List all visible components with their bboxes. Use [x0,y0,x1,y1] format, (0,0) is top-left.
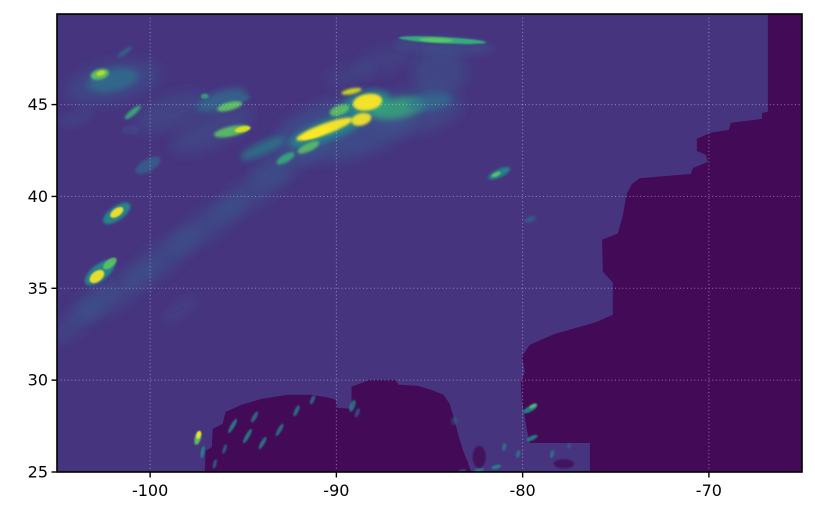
x-tick-label: -80 [510,481,536,500]
x-tick-label: -100 [132,481,168,500]
radar-echo [240,136,285,161]
radar-echo [121,124,140,135]
x-tick-label: -70 [696,481,722,500]
radar-echo [124,105,141,120]
radar-echo [309,395,316,405]
radar-echo [170,106,254,155]
radar-echo [117,46,133,58]
radar-echo [352,93,383,111]
radar-echo [103,257,117,270]
radar-echo [419,37,454,43]
radar-echo [341,87,362,95]
no-coverage-region-atlantic-offshore [520,14,802,472]
plot-area [57,14,802,472]
radar-echo [349,400,356,412]
radar-echo [258,436,267,450]
radar-echo [196,430,202,439]
radar-echo [301,126,332,140]
radar-echo [329,104,350,117]
radar-echo [238,94,251,102]
radar-echo [491,464,502,470]
radar-echo [234,125,251,133]
radar-echo [293,405,300,417]
axis-ticks: -100 -90 -80 -70 25 30 35 40 45 [28,95,722,500]
radar-echo [451,416,458,425]
radar-echo [524,216,536,223]
radar-echo [502,443,507,451]
y-tick-label: 30 [28,371,48,390]
radar-echo [354,408,360,418]
radar-echo [458,469,467,472]
radar-echo [411,50,468,95]
radar-echo [89,269,105,284]
radar-echo [196,88,247,113]
radar-echo [110,206,124,218]
radar-echo [58,108,94,128]
radar-echo [549,450,555,458]
radar-echo [491,171,501,178]
radar-echo [212,459,217,469]
radar-echo [351,112,372,126]
radar-echo [200,93,209,99]
radar-echo [566,443,572,449]
radar-echo [251,411,259,423]
radar-echo [516,450,521,458]
no-coverage-region-gulf-mexico-offshore [204,379,472,472]
axes-spines [56,13,803,473]
radar-echo [217,101,243,112]
radar-echo [472,445,486,468]
radar-echo [276,152,295,165]
radar-echo [474,468,485,472]
gridlines [57,14,802,473]
y-tick-label: 40 [28,187,48,206]
radar-echo [222,444,227,454]
radar-echo [162,296,197,324]
radar-echo [135,91,206,133]
radar-echo [71,284,113,320]
radar-echo [275,423,284,437]
radar-echo [529,403,537,409]
radar-echo [407,93,452,111]
radar-echo [526,434,538,442]
y-tick-label: 45 [28,95,48,114]
y-tick-label: 25 [28,463,48,482]
radar-echo [96,70,106,76]
y-tick-label: 35 [28,279,48,298]
radar-echo [135,156,161,175]
x-tick-label: -90 [323,481,349,500]
radar-echo [355,46,414,74]
radar-echo [553,459,575,469]
radar-echo [200,445,205,459]
radar-echo [297,141,320,154]
radar-echo [228,418,238,433]
radar-echo [243,428,252,444]
